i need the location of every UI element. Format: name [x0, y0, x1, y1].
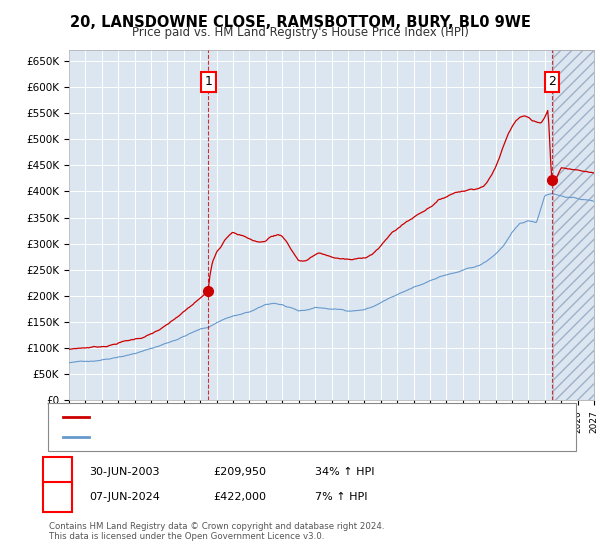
Text: Price paid vs. HM Land Registry's House Price Index (HPI): Price paid vs. HM Land Registry's House …: [131, 26, 469, 39]
Text: £209,950: £209,950: [213, 466, 266, 477]
Text: 20, LANSDOWNE CLOSE, RAMSBOTTOM, BURY, BL0 9WE: 20, LANSDOWNE CLOSE, RAMSBOTTOM, BURY, B…: [70, 15, 530, 30]
Text: 1: 1: [54, 466, 61, 477]
Text: 2: 2: [548, 76, 556, 88]
Text: £422,000: £422,000: [213, 492, 266, 502]
Text: 1: 1: [205, 76, 212, 88]
Text: 34% ↑ HPI: 34% ↑ HPI: [315, 466, 374, 477]
Text: Contains HM Land Registry data © Crown copyright and database right 2024.
This d: Contains HM Land Registry data © Crown c…: [49, 522, 385, 542]
Text: 20, LANSDOWNE CLOSE, RAMSBOTTOM, BURY, BL0 9WE (detached house): 20, LANSDOWNE CLOSE, RAMSBOTTOM, BURY, B…: [96, 412, 467, 422]
Text: 7% ↑ HPI: 7% ↑ HPI: [315, 492, 367, 502]
Text: 30-JUN-2003: 30-JUN-2003: [89, 466, 160, 477]
Text: 07-JUN-2024: 07-JUN-2024: [89, 492, 160, 502]
Text: 2: 2: [54, 492, 61, 502]
Text: HPI: Average price, detached house, Bury: HPI: Average price, detached house, Bury: [96, 432, 304, 442]
